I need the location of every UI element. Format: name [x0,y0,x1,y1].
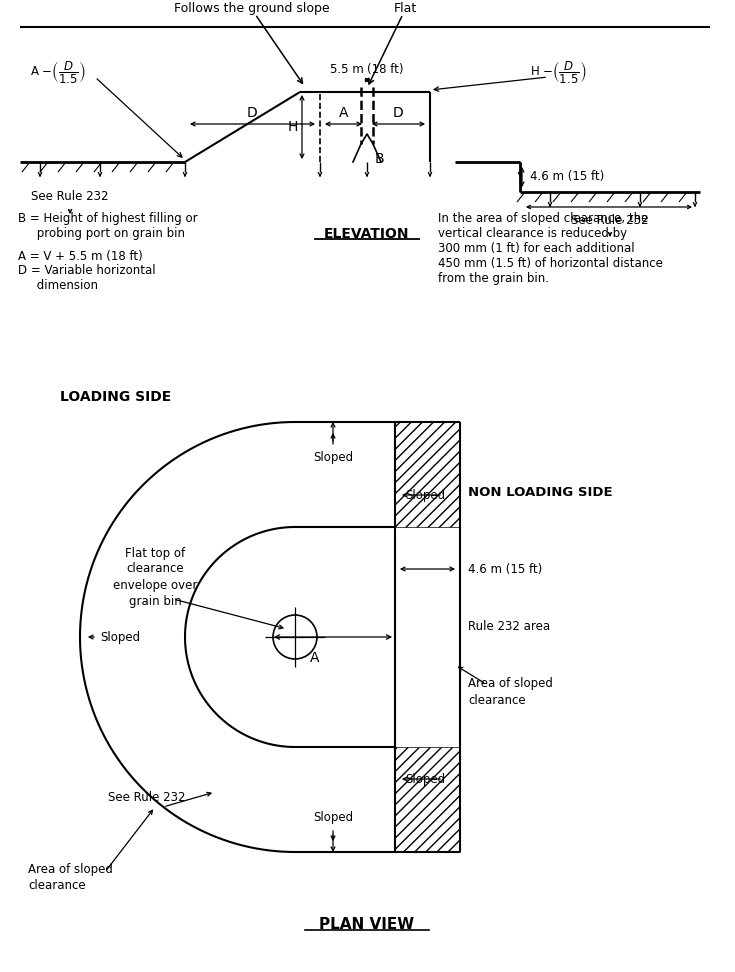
Text: A $-\left(\dfrac{D}{1.5}\right)$: A $-\left(\dfrac{D}{1.5}\right)$ [30,59,86,85]
Text: B = Height of highest filling or
     probing port on grain bin: B = Height of highest filling or probing… [18,212,198,240]
Text: 5.5 m: 5.5 m [330,63,364,76]
Text: Flat top of
clearance
envelope over
grain bin: Flat top of clearance envelope over grai… [112,546,197,608]
Text: Sloped: Sloped [100,631,140,643]
Text: Rule 232 area: Rule 232 area [468,620,550,634]
Text: Sloped: Sloped [313,811,353,823]
Text: See Rule 232: See Rule 232 [32,190,109,203]
Text: A = V + 5.5 m (18 ft): A = V + 5.5 m (18 ft) [18,250,143,263]
Text: A: A [310,651,320,665]
Text: Sloped: Sloped [313,450,353,464]
Text: LOADING SIDE: LOADING SIDE [60,390,171,404]
Text: D: D [393,106,404,120]
Text: H: H [287,120,298,134]
Text: 4.6 m (15 ft): 4.6 m (15 ft) [530,170,604,184]
Text: A: A [339,106,348,120]
Text: Follows the ground slope: Follows the ground slope [174,3,330,16]
Text: Area of sloped
clearance: Area of sloped clearance [28,862,113,891]
Text: PLAN VIEW: PLAN VIEW [320,917,415,932]
Text: Flat: Flat [393,3,417,16]
Text: In the area of sloped clearance, the
vertical clearance is reduced by
300 mm (1 : In the area of sloped clearance, the ver… [438,212,663,285]
Bar [395,747,460,852]
Text: Sloped: Sloped [405,773,445,785]
Text: ELEVATION: ELEVATION [324,227,409,241]
Text: H $-\left(\dfrac{D}{1.5}\right)$: H $-\left(\dfrac{D}{1.5}\right)$ [530,59,587,85]
Text: D = Variable horizontal
     dimension: D = Variable horizontal dimension [18,264,156,292]
Text: B: B [375,152,384,166]
Text: See Rule 232: See Rule 232 [571,214,649,227]
Text: (18 ft): (18 ft) [367,63,404,76]
Text: Sloped: Sloped [405,489,445,502]
Text: Area of sloped
clearance: Area of sloped clearance [468,677,553,707]
Text: NON LOADING SIDE: NON LOADING SIDE [468,485,613,499]
Bar [395,422,460,527]
Text: See Rule 232: See Rule 232 [108,790,185,804]
Text: 4.6 m (15 ft): 4.6 m (15 ft) [468,563,542,575]
Text: D: D [247,106,258,120]
